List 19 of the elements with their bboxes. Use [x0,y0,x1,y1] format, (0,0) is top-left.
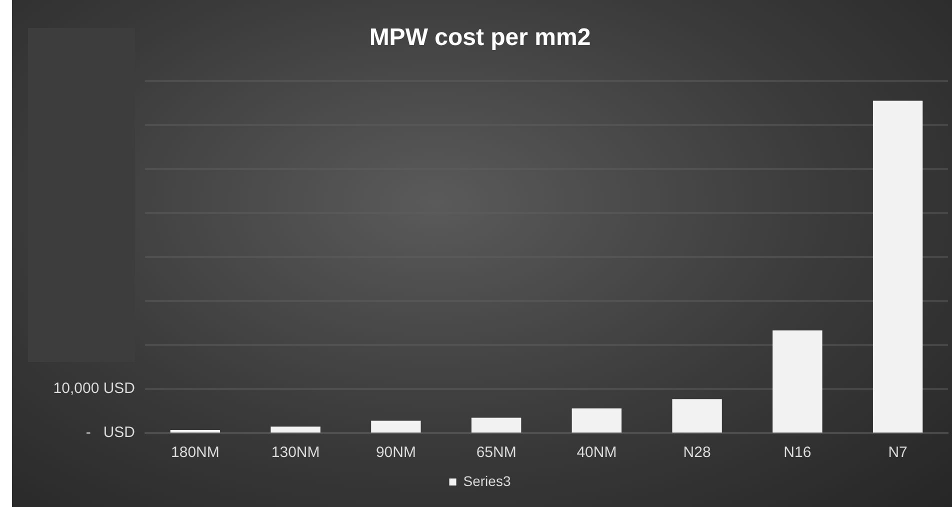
text: 10,000 USD [53,380,136,398]
bar [471,418,522,432]
bar [872,100,923,432]
x-tick-label: N28 [683,444,711,462]
bar [371,420,421,432]
x-tick-label: 180NM [171,444,220,462]
bar [572,408,622,432]
bar [672,399,722,432]
bar [270,426,320,432]
x-tick-label: 40NM [576,444,617,462]
chart-title: MPW cost per mm2 [369,24,591,52]
x-tick-label: 130NM [271,444,320,462]
x-tick-label: N16 [784,444,812,462]
x-tick-label: N7 [888,444,908,462]
legend-label: Series3 [463,472,511,489]
bar [772,330,822,432]
x-tick-label: 65NM [476,444,516,462]
text: - USD [86,424,136,442]
x-tick-label: 90NM [376,444,416,462]
